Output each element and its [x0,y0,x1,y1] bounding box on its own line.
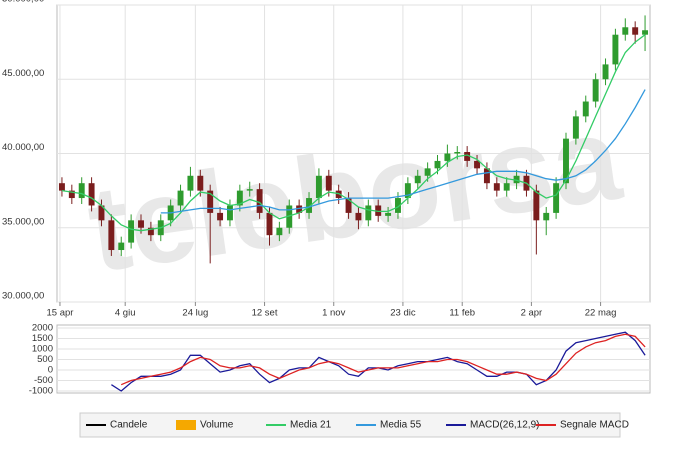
candle-body [414,175,421,184]
candle-body [602,64,609,80]
candle-body [483,168,490,184]
candle-body [533,190,540,221]
x-tick-label: 12 set [252,308,278,319]
legend-label: Media 55 [380,420,422,431]
candle-body [385,212,392,216]
candle-body [553,183,560,213]
legend-box [79,412,621,438]
candle-body [395,198,401,213]
candle-body [306,198,312,213]
y-tick-label: 0 [48,365,53,376]
legend-label: Media 21 [290,420,332,431]
candle-body [207,190,214,213]
x-tick-label: 11 feb [449,308,475,319]
candle-body [296,205,303,213]
candle-body [345,198,352,213]
candle-body [88,183,95,206]
candle-body [197,175,204,191]
legend-label: MACD(26,12,9) [470,420,539,431]
x-tick-label: 22 mag [585,308,617,319]
candle-body [434,160,441,169]
candle-body [563,138,569,184]
x-tick-label: 4 giu [115,308,136,319]
candle-body [572,116,579,139]
candle-body [78,183,85,199]
candle-body [582,101,589,117]
candle-body [375,205,382,216]
x-tick-label: 1 nov [322,308,345,319]
candle-body [68,190,75,199]
candle-body [315,175,322,199]
candle-body [642,30,649,35]
candle-body [266,212,273,236]
candle-body [355,212,362,221]
candle-body [464,152,471,161]
candle-body [177,190,184,206]
y-tick-label: 35.000,00 [2,216,44,227]
y-tick-label: 30.000,00 [2,291,44,302]
candle-body [474,160,481,169]
candle-body [236,190,243,206]
legend-label: Candele [110,420,148,431]
candle-body [424,168,431,176]
candle-body [246,189,253,191]
candle-body [138,220,144,228]
y-tick-label: 45.000,00 [2,68,44,79]
candle-body [187,175,194,191]
candle-body [118,242,125,251]
candle-body [58,183,65,191]
candle-body [226,205,233,221]
y-tick-label: 50.000,00 [2,0,44,5]
candle-body [493,183,500,191]
series-line [120,333,646,386]
candle-body [454,152,461,154]
candle-body [325,175,332,191]
legend-label: Segnale MACD [560,420,629,431]
x-tick-label: 23 dic [390,308,416,319]
y-tick-label: 500 [37,354,53,365]
candle-body [543,212,550,221]
candle-body [444,153,451,161]
candle-body [513,175,520,184]
y-tick-label: -1000 [29,386,53,397]
candle-body [612,34,619,65]
candle-body [147,227,154,236]
candle-body [592,79,599,102]
candle-body [128,220,135,243]
series-line [61,34,646,232]
candle-body [286,205,293,228]
y-tick-label: 1000 [32,344,53,355]
x-tick-label: 24 lug [182,308,208,319]
candle-body [632,27,639,35]
candle-body [503,183,510,191]
candle-body [365,205,372,221]
series-line [160,89,646,214]
candle-body [217,212,224,221]
legend-swatch [176,420,196,430]
candle-body [622,27,629,35]
y-tick-label: 2000 [32,323,53,334]
candle-body [108,220,115,251]
candle-body [256,189,263,213]
y-tick-label: 40.000,00 [2,142,44,153]
x-tick-label: 15 apr [46,308,73,319]
candle-body [404,183,411,199]
y-tick-label: -500 [34,375,53,386]
legend-label: Volume [200,420,234,431]
x-tick-label: 2 apr [521,308,543,319]
candle-body [276,227,283,236]
y-tick-label: 1500 [32,333,53,344]
candle-body [98,205,105,221]
